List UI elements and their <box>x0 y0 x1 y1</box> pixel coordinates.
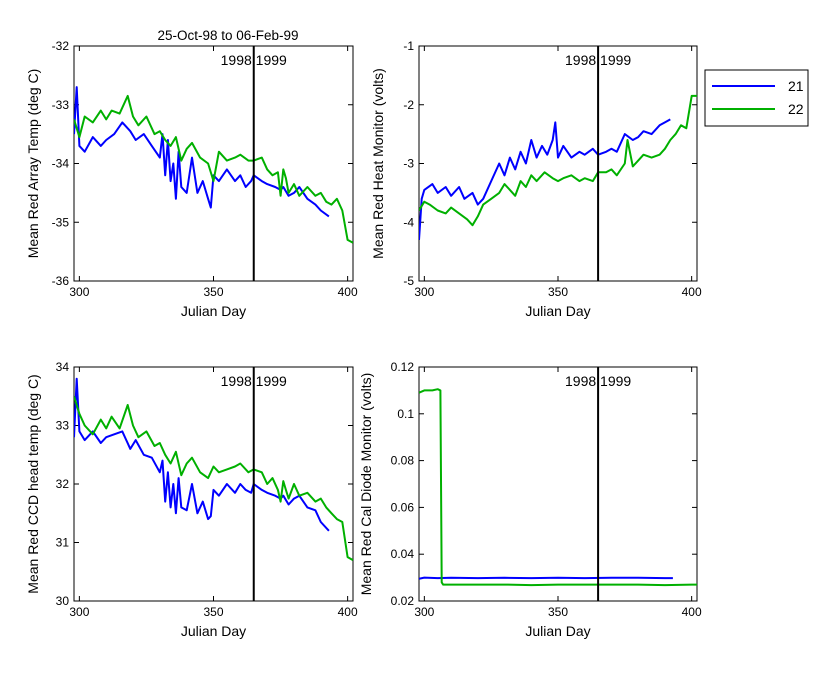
array-temp-series-22-line <box>74 94 353 244</box>
heat-monitor-xtick-label: 400 <box>682 285 702 299</box>
ccd-head-temp-xtick-label: 400 <box>338 605 358 619</box>
cal-diode-xtick-label: 300 <box>414 605 434 619</box>
array-temp-xlabel: Julian Day <box>181 303 246 319</box>
heat-monitor-ytick-label: -1 <box>403 39 414 53</box>
cal-diode-xtick-label: 400 <box>682 605 702 619</box>
ccd-head-temp-series-22-line <box>74 396 353 561</box>
cal-diode-ytick-label: 0.06 <box>391 500 415 514</box>
cal-diode-year-label: 1998 1999 <box>565 373 631 389</box>
heat-monitor-series-21-line <box>419 118 671 240</box>
array-temp-xtick-label: 300 <box>69 285 89 299</box>
heat-monitor-series-22-line <box>419 94 697 227</box>
figure-title: 25-Oct-98 to 06-Feb-99 <box>157 28 298 43</box>
ccd-head-temp-xtick-label: 300 <box>69 605 89 619</box>
array-temp-ytick-label: -33 <box>52 98 70 112</box>
heat-monitor-xlabel: Julian Day <box>525 303 590 319</box>
cal-diode-ytick-label: 0.08 <box>391 454 415 468</box>
ccd-head-temp-ytick-label: 34 <box>56 360 70 374</box>
heat-monitor-ylabel: Mean Red Heat Monitor (volts) <box>370 68 386 259</box>
cal-diode-ytick-label: 0.1 <box>397 407 414 421</box>
cal-diode-ytick-label: 0.02 <box>391 594 415 608</box>
array-temp-ytick-label: -36 <box>52 274 70 288</box>
panel-cal-diode-monitor: 300 350 400 0.02 0.04 0.06 0.08 0.1 0.12 Julian D… <box>358 360 702 639</box>
heat-monitor-ytick-label: -5 <box>403 274 414 288</box>
ccd-head-temp-ytick-label: 30 <box>56 594 70 608</box>
heat-monitor-xtick-label: 300 <box>414 285 434 299</box>
cal-diode-ytick-label: 0.12 <box>391 360 415 374</box>
ccd-head-temp-xlabel: Julian Day <box>181 623 246 639</box>
array-temp-xtick-label: 350 <box>203 285 223 299</box>
ccd-head-temp-ytick-label: 33 <box>56 419 70 433</box>
ccd-head-temp-year-label: 1998 1999 <box>221 373 287 389</box>
array-temp-ytick-label: -32 <box>52 39 70 53</box>
heat-monitor-ytick-label: -3 <box>403 157 414 171</box>
cal-diode-series-22-line <box>419 388 697 587</box>
array-temp-ytick-label: -34 <box>52 157 70 171</box>
cal-diode-ylabel: Mean Red Cal Diode Monitor (volts) <box>358 373 374 596</box>
array-temp-xtick-label: 400 <box>338 285 358 299</box>
panel-ccd-head-temp: 300 350 400 30 31 32 33 34 Julian Day Mean Red CC… <box>25 360 358 639</box>
array-temp-year-label: 1998 1999 <box>221 52 287 68</box>
cal-diode-ytick-label: 0.04 <box>391 547 415 561</box>
cal-diode-series-21-line <box>419 576 673 580</box>
heat-monitor-year-label: 1998 1999 <box>565 52 631 68</box>
heat-monitor-ytick-label: -2 <box>403 98 414 112</box>
array-temp-ylabel: Mean Red Array Temp (deg C) <box>25 69 41 259</box>
cal-diode-xlabel: Julian Day <box>525 623 590 639</box>
heat-monitor-ytick-label: -4 <box>403 215 414 229</box>
heat-monitor-xtick-label: 350 <box>548 285 568 299</box>
panel-array-temp: 300 350 400 -36 -35 -34 -33 -32 Julian Day Mean R… <box>25 39 358 319</box>
ccd-head-temp-ylabel: Mean Red CCD head temp (deg C) <box>25 374 41 593</box>
ccd-head-temp-ytick-label: 31 <box>56 536 70 550</box>
legend-label-21: 21 <box>788 78 804 94</box>
ccd-head-temp-ytick-label: 32 <box>56 477 70 491</box>
legend-box <box>704 69 809 127</box>
array-temp-ytick-label: -35 <box>52 215 70 229</box>
legend-label-22: 22 <box>788 101 804 117</box>
ccd-head-temp-xtick-label: 350 <box>203 605 223 619</box>
panel-heat-monitor: 300 350 400 -5 -4 -3 -2 -1 Julian Day Mean Red He… <box>370 39 702 319</box>
cal-diode-xtick-label: 350 <box>548 605 568 619</box>
legend: 21 22 <box>704 69 809 127</box>
